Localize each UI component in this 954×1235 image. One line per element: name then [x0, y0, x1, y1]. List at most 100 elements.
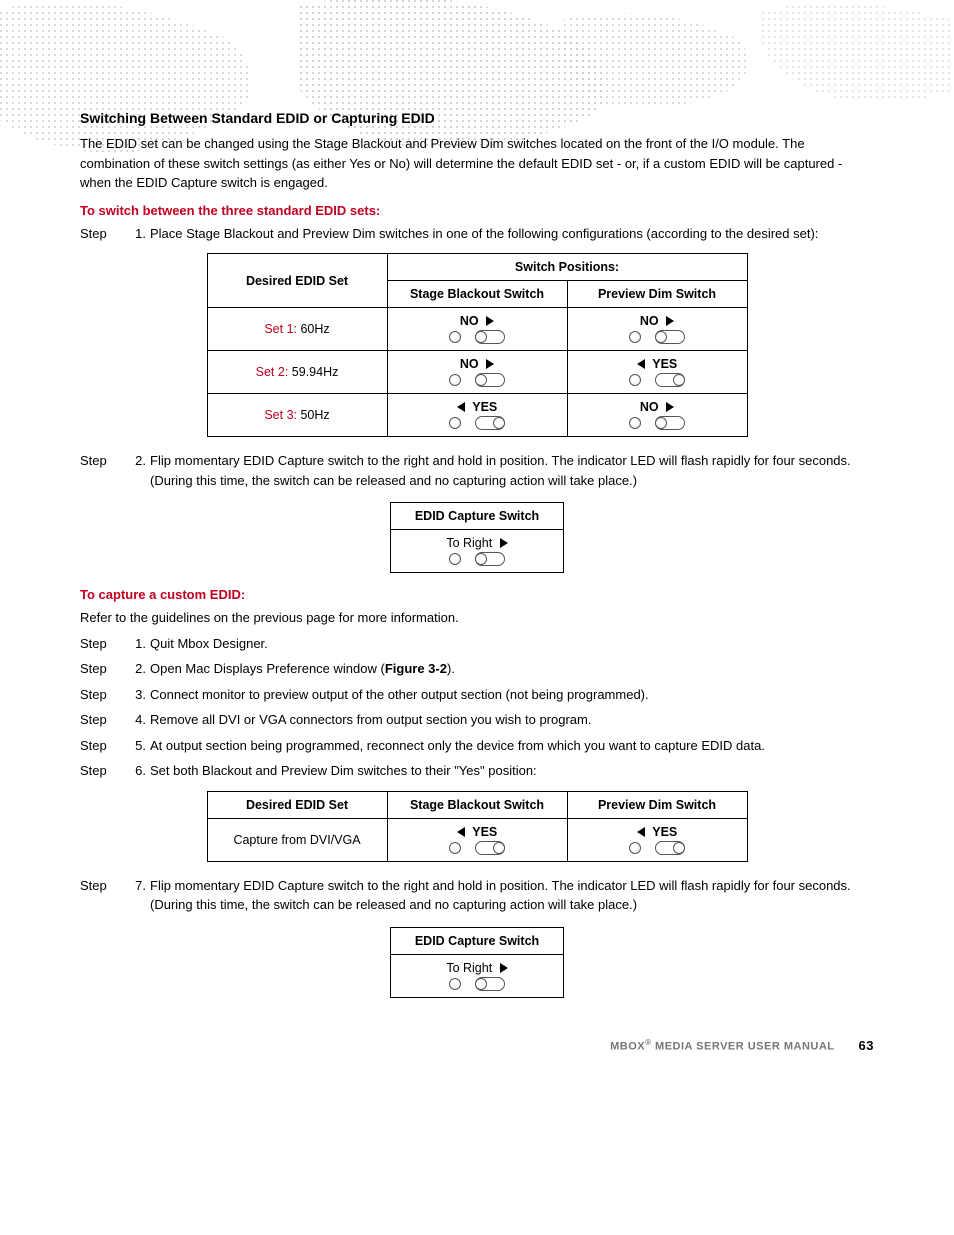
capture-table: Desired EDID Set Stage Blackout Switch P…: [207, 791, 748, 862]
page-number: 63: [859, 1038, 874, 1053]
table-header: Stage Blackout Switch: [387, 281, 567, 308]
step-row: Step5.At output section being programmed…: [80, 736, 874, 756]
triangle-right-icon: [486, 359, 494, 369]
toggle-switch-icon: [655, 416, 685, 430]
led-icon: [449, 417, 461, 429]
step-number: 1.: [128, 634, 150, 654]
step-label: Step: [80, 451, 128, 490]
table-header: Desired EDID Set: [207, 791, 387, 818]
step-number: 2.: [128, 659, 150, 679]
step-text: Connect monitor to preview output of the…: [150, 685, 874, 705]
triangle-left-icon: [637, 827, 645, 837]
capture-cell: To Right: [390, 530, 563, 573]
step-text: Quit Mbox Designer.: [150, 634, 874, 654]
step-text: Remove all DVI or VGA connectors from ou…: [150, 710, 874, 730]
section-heading: Switching Between Standard EDID or Captu…: [80, 110, 874, 126]
triangle-right-icon: [486, 316, 494, 326]
step-text: Set both Blackout and Preview Dim switch…: [150, 761, 874, 781]
edid-capture-box: EDID Capture Switch To Right: [390, 502, 564, 573]
table-cell: Capture from DVI/VGA: [207, 818, 387, 861]
footer-title: MBOX® MEDIA SERVER USER MANUAL: [610, 1038, 834, 1053]
refer-paragraph: Refer to the guidelines on the previous …: [80, 608, 874, 628]
led-icon: [629, 331, 641, 343]
step-number: 3.: [128, 685, 150, 705]
toggle-switch-icon: [655, 841, 685, 855]
toggle-switch-icon: [655, 373, 685, 387]
led-icon: [629, 417, 641, 429]
capture-title: EDID Capture Switch: [390, 503, 563, 530]
triangle-right-icon: [666, 316, 674, 326]
table-cell: Set 1: 60Hz: [207, 308, 387, 351]
step-number: 2.: [128, 451, 150, 490]
step-text: At output section being programmed, reco…: [150, 736, 874, 756]
table-cell: Set 3: 50Hz: [207, 394, 387, 437]
toggle-switch-icon: [655, 330, 685, 344]
edid-capture-box: EDID Capture Switch To Right: [390, 927, 564, 998]
toggle-switch-icon: [475, 552, 505, 566]
table1-body: Set 1: 60HzNO NO Set 2: 59.94HzNO YESSet…: [207, 308, 747, 437]
step-row: Step2.Open Mac Displays Preference windo…: [80, 659, 874, 679]
step-number: 6.: [128, 761, 150, 781]
subheading-standard: To switch between the three standard EDI…: [80, 203, 874, 218]
subheading-custom: To capture a custom EDID:: [80, 587, 874, 602]
step-row: Step 2. Flip momentary EDID Capture swit…: [80, 451, 874, 490]
triangle-right-icon: [500, 963, 508, 973]
step-label: Step: [80, 634, 128, 654]
yes-label: YES: [472, 825, 497, 839]
page-footer: MBOX® MEDIA SERVER USER MANUAL 63: [80, 1038, 874, 1053]
table-header: Stage Blackout Switch: [387, 791, 567, 818]
table-cell: YES: [387, 818, 567, 861]
table-header: Preview Dim Switch: [567, 281, 747, 308]
step-row: Step4.Remove all DVI or VGA connectors f…: [80, 710, 874, 730]
toggle-switch-icon: [475, 977, 505, 991]
table-cell: NO: [567, 308, 747, 351]
led-icon: [629, 374, 641, 386]
step-label: Step: [80, 876, 128, 915]
step-row: Step 7. Flip momentary EDID Capture swit…: [80, 876, 874, 915]
steps-b-container: Step1.Quit Mbox Designer.Step2.Open Mac …: [80, 634, 874, 781]
step-label: Step: [80, 659, 128, 679]
step-number: 5.: [128, 736, 150, 756]
step-label: Step: [80, 685, 128, 705]
step-number: 4.: [128, 710, 150, 730]
capture-label: To Right: [446, 536, 492, 550]
table-header: Preview Dim Switch: [567, 791, 747, 818]
capture-title: EDID Capture Switch: [390, 927, 563, 954]
step-label: Step: [80, 224, 128, 244]
step-number: 1.: [128, 224, 150, 244]
led-icon: [629, 842, 641, 854]
capture-cell: To Right: [390, 954, 563, 997]
step-text: Flip momentary EDID Capture switch to th…: [150, 451, 874, 490]
step-text: Open Mac Displays Preference window (Fig…: [150, 659, 874, 679]
table-cell: NO: [567, 394, 747, 437]
table-header: Desired EDID Set: [207, 254, 387, 308]
toggle-switch-icon: [475, 330, 505, 344]
led-icon: [449, 374, 461, 386]
step-label: Step: [80, 761, 128, 781]
step-number: 7.: [128, 876, 150, 915]
led-icon: [449, 331, 461, 343]
led-icon: [449, 978, 461, 990]
led-icon: [449, 842, 461, 854]
step-row: Step1.Quit Mbox Designer.: [80, 634, 874, 654]
step-label: Step: [80, 710, 128, 730]
triangle-right-icon: [500, 538, 508, 548]
step-text: Flip momentary EDID Capture switch to th…: [150, 876, 874, 915]
step-row: Step3.Connect monitor to preview output …: [80, 685, 874, 705]
intro-paragraph: The EDID set can be changed using the St…: [80, 134, 874, 193]
table-header: Switch Positions:: [387, 254, 747, 281]
yes-label: YES: [652, 825, 677, 839]
table-cell: NO: [387, 351, 567, 394]
table-cell: YES: [567, 351, 747, 394]
toggle-switch-icon: [475, 416, 505, 430]
triangle-left-icon: [457, 827, 465, 837]
step-text: Place Stage Blackout and Preview Dim swi…: [150, 224, 874, 244]
table-cell: NO: [387, 308, 567, 351]
capture-label: To Right: [446, 961, 492, 975]
step-row: Step6.Set both Blackout and Preview Dim …: [80, 761, 874, 781]
led-icon: [449, 553, 461, 565]
table-cell: YES: [567, 818, 747, 861]
step-label: Step: [80, 736, 128, 756]
triangle-left-icon: [637, 359, 645, 369]
table-cell: Set 2: 59.94Hz: [207, 351, 387, 394]
